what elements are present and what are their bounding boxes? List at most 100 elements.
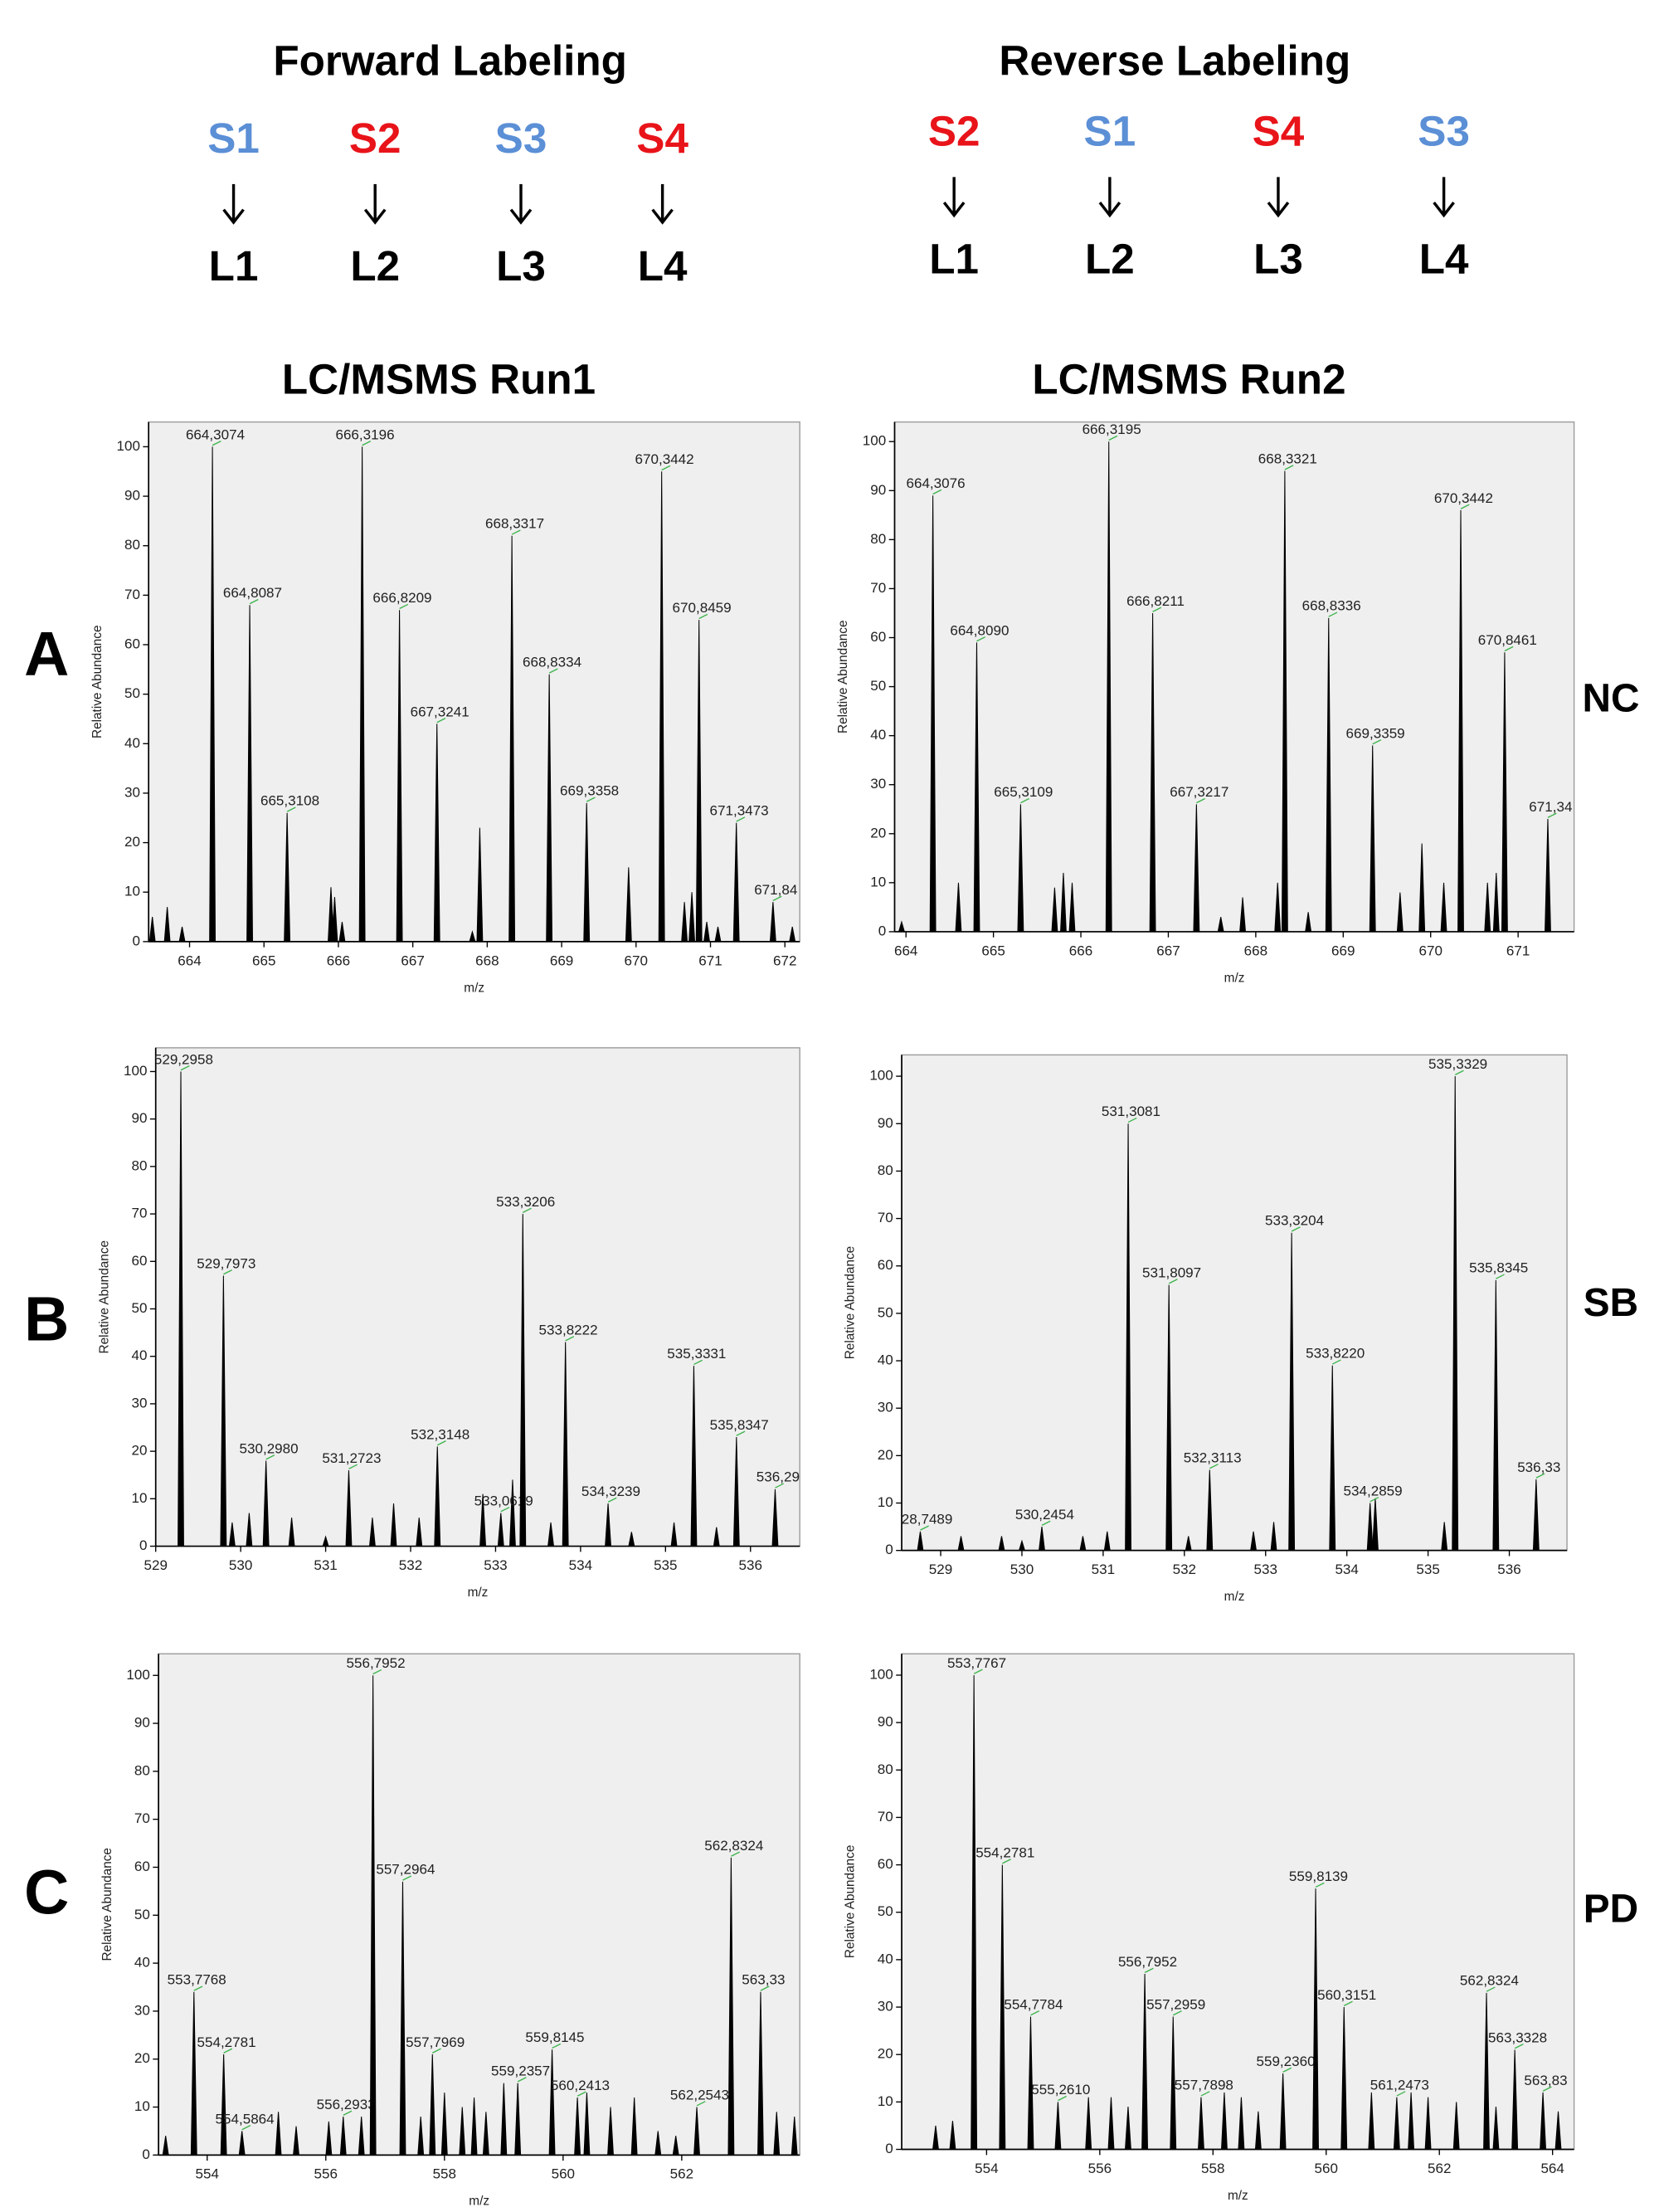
label-leader: [1331, 1359, 1341, 1365]
minor-peak: [322, 1535, 329, 1547]
peak: [583, 802, 591, 942]
label-leader: [1168, 1279, 1178, 1284]
minor-peak: [470, 2097, 478, 2156]
minor-peak: [1270, 1522, 1277, 1551]
label-leader: [1030, 2010, 1040, 2016]
arrow-head: [942, 202, 966, 218]
minor-peak: [1424, 2097, 1432, 2150]
label-leader: [775, 1483, 785, 1488]
minor-peak: [688, 892, 696, 942]
minor-peak: [476, 827, 484, 942]
peak: [732, 822, 740, 942]
x-tick-label: 554: [196, 2166, 219, 2182]
y-tick-label: 0: [885, 1542, 893, 1557]
label-leader: [552, 2043, 562, 2049]
minor-peak: [1239, 897, 1246, 932]
peak-label: 557,7969: [406, 2034, 465, 2050]
minor-peak: [163, 907, 171, 942]
lane-label: L1: [929, 235, 979, 282]
run-title: LC/MSMS Run2: [1032, 355, 1345, 402]
peak: [605, 1503, 611, 1547]
peak-label: 668,8334: [523, 655, 581, 670]
x-tick-label: 665: [252, 953, 275, 968]
peak-label: 553,7767: [947, 1655, 1006, 1671]
minor-peak: [1079, 1536, 1087, 1551]
label-leader: [736, 816, 746, 822]
minor-peak: [1441, 1522, 1448, 1551]
minor-peak: [1492, 873, 1500, 932]
label-leader: [431, 2048, 441, 2054]
peak-label: 529,2958: [154, 1051, 213, 1067]
y-tick-label: 70: [870, 580, 886, 596]
peak-label: 671,84: [754, 882, 797, 898]
y-tick-label: 20: [878, 2046, 893, 2062]
peak: [1501, 652, 1508, 932]
condition-label: SB: [1584, 1281, 1638, 1325]
y-tick-label: 0: [132, 933, 139, 948]
peak: [562, 1342, 569, 1547]
peak: [929, 495, 937, 932]
y-tick-label: 70: [878, 1210, 893, 1225]
peak: [262, 1460, 270, 1547]
peak: [508, 535, 516, 942]
peak-label: 554,2781: [197, 2034, 256, 2050]
y-tick-label: 60: [878, 1856, 893, 1872]
label-leader: [436, 1440, 446, 1446]
minor-peak: [1274, 882, 1282, 932]
peak-label: 528,7489: [893, 1512, 952, 1527]
peak-label: 557,7898: [1175, 2077, 1233, 2093]
peak-label: 555,2610: [1031, 2082, 1090, 2098]
panel-letter: C: [24, 1858, 69, 1927]
minor-peak: [288, 1518, 295, 1547]
plot-area: [155, 1047, 800, 1547]
label-leader: [265, 1454, 275, 1460]
minor-peak: [178, 926, 186, 942]
label-leader: [1315, 1882, 1325, 1888]
peak-label: 534,3239: [581, 1484, 640, 1499]
minor-peak: [1452, 2102, 1460, 2150]
x-tick-label: 534: [569, 1557, 592, 1573]
label-leader: [436, 717, 446, 724]
label-leader: [586, 797, 596, 802]
peaks: 664,3074 664,8087 665,3108 666,3196 666,8209…: [148, 426, 797, 942]
peak: [1545, 819, 1551, 932]
x-tick-label: 560: [552, 2166, 575, 2182]
minor-peak: [949, 2121, 956, 2150]
peak: [1540, 2092, 1547, 2150]
minor-peak: [1250, 1531, 1257, 1551]
y-tick-label: 60: [870, 629, 886, 645]
x-tick-label: 536: [739, 1557, 762, 1573]
x-tick-label: 668: [1244, 943, 1267, 958]
x-axis-label: m/z: [468, 1586, 489, 1600]
peak: [917, 1531, 924, 1551]
peak: [369, 1675, 377, 2156]
peak: [1532, 1479, 1540, 1551]
x-tick-label: 529: [144, 1557, 167, 1573]
minor-peak: [1305, 912, 1312, 932]
peak: [358, 446, 366, 942]
peak: [1483, 1992, 1490, 2150]
peak: [1511, 2049, 1519, 2150]
label-leader: [976, 636, 986, 642]
peaks: 528,7489 530,2454 531,3081 531,8097 532,3113…: [893, 1056, 1560, 1551]
peak-label: 562,2543: [670, 2087, 729, 2102]
y-tick-label: 50: [134, 1907, 150, 1922]
x-tick-label: 535: [1416, 1562, 1439, 1577]
y-tick-label: 90: [132, 1110, 148, 1126]
minor-peak: [469, 930, 476, 942]
minor-peak: [672, 2136, 679, 2156]
minor-peak: [479, 1493, 487, 1547]
peak: [1125, 1123, 1131, 1551]
lane-label: L3: [1253, 235, 1303, 282]
peak-label: 563,33: [742, 1972, 785, 1988]
minor-peak: [1085, 2097, 1092, 2150]
x-tick-label: 530: [1010, 1562, 1034, 1577]
peak: [339, 2117, 347, 2156]
minor-peak: [162, 2136, 169, 2156]
label-leader: [1372, 739, 1382, 745]
y-tick-label: 100: [869, 1068, 893, 1084]
y-tick-label: 0: [139, 1537, 147, 1553]
plot-area: [158, 1653, 800, 2156]
peaks: 553,7767 554,2781 554,7784 555,2610 556,7952…: [932, 1655, 1568, 2150]
y-tick-label: 30: [878, 1400, 893, 1415]
